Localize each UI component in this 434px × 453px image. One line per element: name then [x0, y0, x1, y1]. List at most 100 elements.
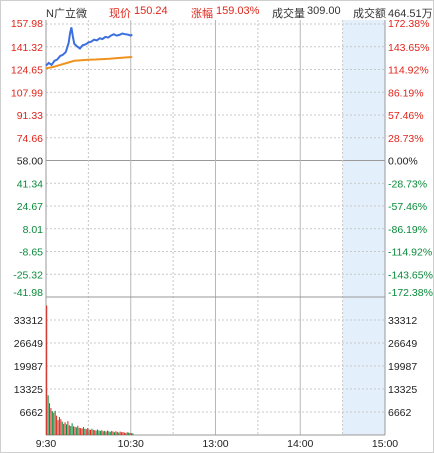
percent-tick-label: 86.19% — [388, 87, 424, 99]
percent-tick-label: 172.38% — [388, 18, 429, 30]
volume-bar — [82, 427, 84, 435]
volume-bar — [77, 425, 79, 435]
volume-bar — [130, 433, 132, 435]
volume-bar — [87, 428, 89, 435]
percent-tick-label: -57.46% — [388, 201, 427, 213]
volume-bar — [95, 430, 97, 435]
volume-bar — [119, 431, 121, 435]
price-tick-label: 124.65 — [11, 65, 43, 77]
volume-tick-label-right: 6662 — [388, 407, 412, 419]
price-axis-left: 157.98 141.32 124.65 107.99 91.33 74.66 58.00 4… — [11, 18, 43, 299]
volume-bar — [51, 411, 53, 435]
volume-bar — [97, 429, 99, 435]
volume-bar — [125, 432, 127, 435]
volume-bar — [75, 427, 77, 435]
time-tick-label: 15:00 — [372, 438, 398, 450]
axis-lines — [45, 20, 386, 436]
volume-bar — [67, 421, 69, 435]
volume-bar — [53, 412, 55, 435]
volume-bar — [73, 426, 75, 435]
volume-bar — [50, 408, 52, 435]
volume-bar — [68, 425, 70, 435]
volume-bar — [111, 430, 113, 435]
volume-bar — [126, 432, 128, 435]
volume-bar — [106, 430, 108, 435]
price-tick-label: 157.98 — [11, 18, 43, 30]
volume-bar — [128, 432, 130, 435]
percent-tick-label: 28.73% — [388, 133, 424, 145]
volume-tick-label: 33312 — [14, 315, 43, 327]
volume-bar — [49, 403, 51, 435]
volume-bar — [98, 430, 100, 435]
volume-bar — [116, 431, 118, 435]
volume-bar — [47, 395, 49, 435]
volume-tick-label: 19987 — [14, 361, 43, 373]
price-tick-label: 91.33 — [17, 110, 43, 122]
percent-tick-label: -143.65% — [388, 269, 433, 281]
price-tick-label: 8.01 — [23, 224, 44, 236]
volume-bar — [105, 431, 107, 435]
volume-bar — [81, 428, 83, 435]
volume-tick-label-right: 13325 — [388, 384, 417, 396]
quote-header: N广立微 现价 150.24 涨幅 159.03% 成交量 309.00 成交额… — [1, 1, 433, 20]
time-tick-label: 13:00 — [202, 438, 228, 450]
future-session-shade — [342, 20, 385, 435]
price-line — [45, 27, 133, 67]
volume-bar — [64, 422, 66, 435]
change-label: 涨幅 — [191, 8, 213, 20]
volume-bar — [92, 429, 94, 435]
volume-tick-label-right: 19987 — [388, 361, 417, 373]
volume-axis: 33312 33312 26649 26649 19987 19987 13325 13325… — [14, 315, 418, 419]
price-tick-label: 41.34 — [17, 178, 43, 190]
price-tick-label: 74.66 — [17, 133, 43, 145]
amount-label: 成交额 — [353, 8, 386, 20]
volume-bar — [122, 431, 124, 435]
grid-lines — [45, 20, 386, 435]
volume-bar — [61, 421, 63, 435]
volume-bar — [78, 427, 80, 435]
volume-bar — [46, 305, 48, 435]
volume-bar — [114, 432, 116, 435]
percent-tick-label: -114.92% — [388, 247, 432, 259]
percent-tick-label: 143.65% — [388, 42, 429, 54]
percent-tick-label: 57.46% — [388, 110, 424, 122]
volume-bar — [57, 420, 59, 435]
volume-tick-label-right: 26649 — [388, 338, 417, 350]
price-tick-label: 58.00 — [17, 156, 43, 168]
percent-tick-label: 114.92% — [388, 65, 429, 77]
change-value: 159.03% — [216, 5, 260, 17]
volume-bar — [85, 429, 87, 435]
volume-bar — [91, 428, 93, 435]
volume-tick-label: 6662 — [20, 407, 44, 419]
average-price-line — [45, 56, 133, 70]
volume-bar — [54, 410, 56, 435]
percent-tick-label: -172.38% — [388, 287, 433, 299]
price-tick-label: -41.98 — [13, 287, 43, 299]
volume-tick-label: 13325 — [14, 384, 43, 396]
price-tick-label: 141.32 — [11, 42, 43, 54]
volume-bar — [58, 417, 60, 435]
volume-bar — [63, 423, 65, 435]
volume-bar — [88, 429, 90, 435]
volume-bar — [74, 426, 76, 435]
price-value: 150.24 — [134, 5, 168, 17]
volume-bar — [112, 431, 114, 435]
volume-bar — [70, 426, 72, 435]
price-tick-label: -8.65 — [19, 247, 43, 259]
price-tick-label: -25.32 — [13, 269, 43, 281]
volume-bar — [99, 430, 101, 435]
volume-bar — [84, 428, 86, 435]
time-tick-label: 9:30 — [36, 438, 57, 450]
volume-bar — [60, 419, 62, 435]
time-tick-label: 14:00 — [287, 438, 313, 450]
volume-bar — [94, 430, 96, 435]
volume-bar — [80, 428, 82, 435]
volume-bar — [132, 433, 134, 435]
time-tick-label: 10:30 — [118, 438, 144, 450]
stock-name: N广立微 — [46, 8, 87, 20]
price-tick-label: 107.99 — [11, 87, 43, 99]
volume-bar — [108, 431, 110, 435]
volume-bar — [71, 423, 73, 435]
volume-bar — [109, 431, 111, 435]
